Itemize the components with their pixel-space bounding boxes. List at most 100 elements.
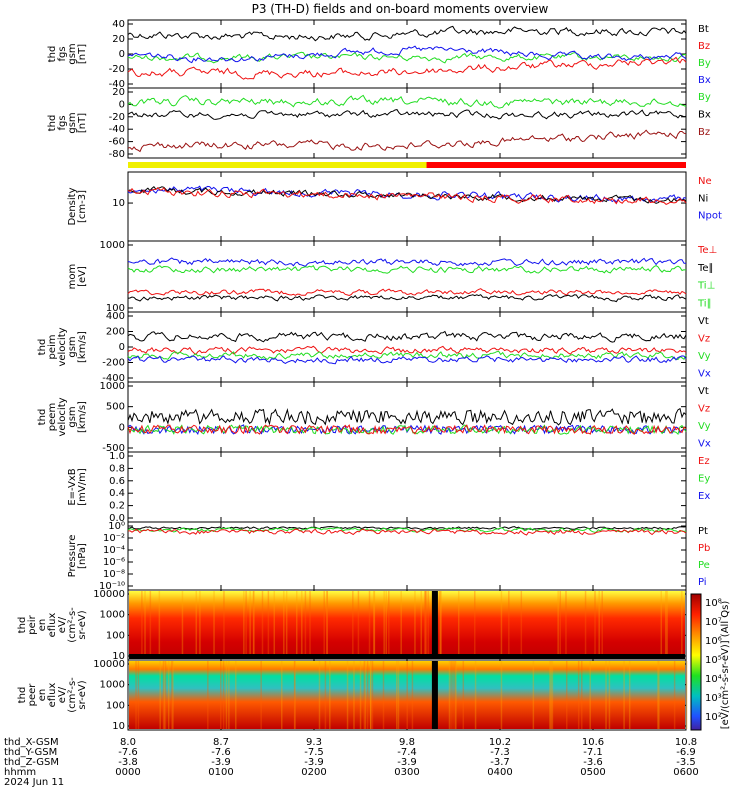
trace-Vt [127,407,687,426]
spectrogram-streak [598,591,600,659]
ylabel-line: [nPa] [77,543,88,569]
legend-Vt: Vt [698,316,709,327]
spectrogram-streak [439,591,442,659]
y-tick-label: 500 [106,402,125,413]
spectrogram-streak [425,591,428,659]
panel-fgs_full: thd fgs gsm [nT] 40 20 0 -20 -40 Bt Bz By Bx [47,19,711,90]
spectrogram-streak [228,661,230,729]
spectrogram-streak [589,661,591,729]
spectrogram-streak [559,591,562,659]
spectrogram-streak [243,591,245,659]
y-tick-label: 10 [112,721,125,732]
legend-Te⊥: Te⊥ [697,245,717,256]
spectrogram-streak [373,591,376,659]
spectrogram-streak [366,661,369,729]
spectrogram-streak [329,661,331,729]
legend-Pe: Pe [698,560,710,571]
mode-bar-fast [426,162,686,168]
ylabel-line: [nT] [77,44,88,64]
trace-Ne [127,187,687,205]
y-tick-label: 10⁰ [108,521,125,532]
ylabel-line: thd [17,687,28,704]
spectrogram-streak [368,591,371,659]
spectrogram-streak [457,591,460,659]
trace-Te-par [127,294,687,303]
x-row-value: -6.9 [676,747,696,758]
spectrogram-streak [373,591,375,659]
spectrogram-streak [159,661,161,729]
spectrogram-streak [195,591,198,659]
y-tick-label: 1.0 [109,451,125,462]
ylabel-line: peir [27,614,38,634]
x-row-value: 0000 [115,767,140,778]
x-row-value: 8.7 [213,737,229,748]
y-tick-label: 0.0 [109,513,125,524]
spectrogram-streak [550,661,552,729]
spectrogram-streak [532,661,535,729]
spectrogram-streak [462,661,465,729]
spectrogram-streak [388,591,390,659]
ylabel-line: gsm [67,43,78,64]
spectrogram-streak [411,661,414,729]
ylabel-line: fgs [57,115,68,130]
y-tick-label: 400 [106,311,125,322]
spectrogram-streak [260,661,262,729]
spectrogram-streak [369,661,372,729]
panel-vel_e: thd peem velocity gsm [km/s] 1000 500 0 -500 Vt Vz… [37,381,711,454]
ylabel-line: gsm [67,112,78,133]
legend-Pb: Pb [698,543,710,554]
y-tick-label: 0.4 [109,488,125,499]
spectrogram-streak [158,591,161,659]
spectrogram-streak [135,661,137,729]
spectrogram-streak [253,591,255,659]
spectrogram-streak [171,661,173,729]
y-tick-label: -20 [109,112,125,123]
x-axis-info: thd_X-GSM 8.0 8.7 9.3 9.8 10.2 10.6 10.8 thd_Y-G… [4,737,699,788]
legend-Vz: Vz [698,334,710,345]
y-tick-label: 100 [106,303,125,314]
ylabel-line: peim [47,334,58,359]
panel-frame [127,171,687,242]
colorbar-tick: 10⁴ [705,674,722,685]
legend-Vt: Vt [698,386,709,397]
x-row-value: 0600 [673,767,698,778]
y-tick-label: -40 [109,79,125,90]
panel-frame [127,240,687,313]
ylabel-line: sr-eV) [77,680,88,709]
x-row-value: 0200 [301,767,326,778]
spectrogram-streak [628,661,631,729]
y-tick-label: 10 [112,198,125,209]
x-row-value: -3.9 [397,757,417,768]
y-tick-label: 0 [119,342,125,353]
ylabel-line: eV/ [57,616,68,633]
trace-Pb [127,528,687,536]
legend-Ey: Ey [698,474,710,485]
spectrogram-streak [500,591,503,659]
spectrogram-streak [385,591,387,659]
y-tick-label: 10⁻¹⁰ [99,581,125,592]
y-tick-label: 10⁻⁴ [103,545,125,556]
mode-bar-slow [128,162,427,168]
spectrogram-streak [508,591,510,659]
spectrogram-streak [220,661,222,729]
trace-Ti-par [127,264,687,274]
trace-By [127,94,687,109]
spectrogram-streak [448,661,451,729]
spectrogram-streak [364,661,367,729]
ylabel-line: Pressure [67,535,78,578]
spectrogram-streak [357,591,360,659]
ylabel-line: [km/s] [77,331,88,363]
spectrogram-streak [581,661,583,729]
spectrogram-streak [225,661,228,729]
spectrogram-streak [584,591,587,659]
y-tick-label: 10⁻² [103,533,125,544]
spectrogram-streak [164,661,167,729]
ylabel-line: eV/ [57,686,68,703]
trace-By [127,51,687,64]
spectrogram-streak [397,661,400,729]
legend-Vy: Vy [698,421,711,432]
spectrogram-streak [293,661,296,729]
colorbar-tick: 10³ [705,693,722,704]
